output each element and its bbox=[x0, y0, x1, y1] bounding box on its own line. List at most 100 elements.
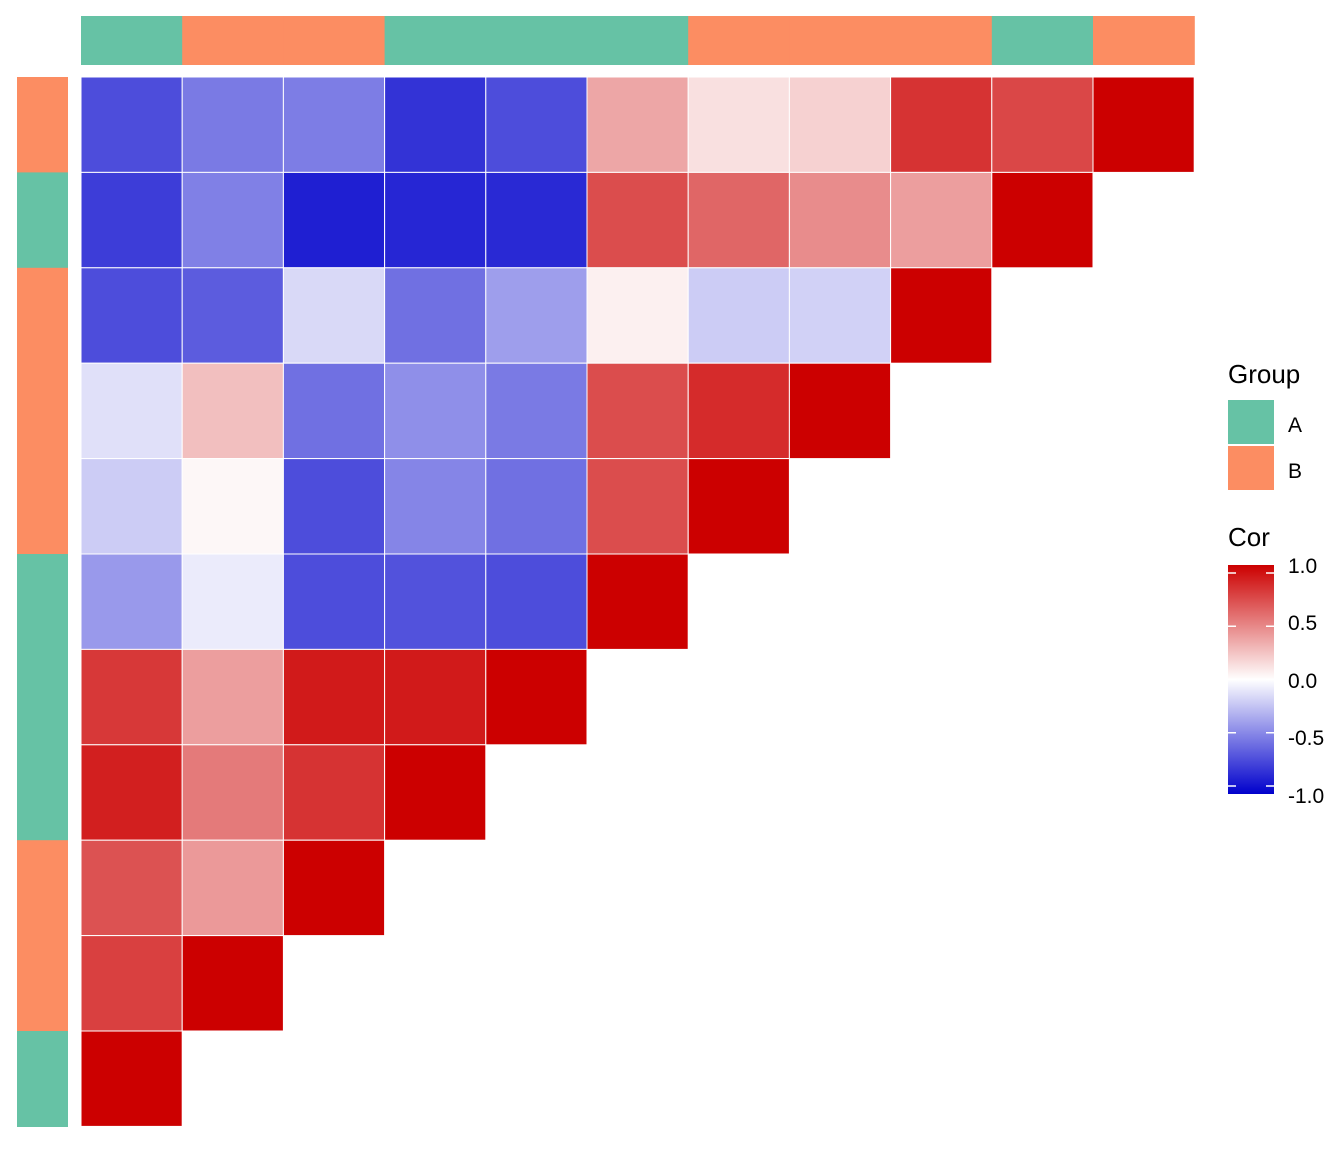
left-annotation-cell bbox=[17, 1031, 68, 1127]
cor-tick-label-0: 0.0 bbox=[1288, 670, 1317, 693]
left-annotation-cell bbox=[17, 172, 68, 269]
heatmap-cell bbox=[80, 935, 183, 1032]
heatmap-cell bbox=[687, 171, 790, 269]
heatmap-cell bbox=[80, 1030, 183, 1127]
heatmap-cell bbox=[890, 171, 993, 269]
heatmap-cell bbox=[282, 744, 386, 841]
group-legend-title: Group bbox=[1228, 359, 1300, 389]
heatmap-cell bbox=[80, 362, 183, 460]
heatmap-cell bbox=[282, 362, 386, 460]
heatmap-cells bbox=[80, 76, 1195, 1127]
top-annotation-cell bbox=[81, 16, 183, 65]
heatmap-cell bbox=[890, 267, 993, 364]
heatmap-cell bbox=[485, 458, 588, 555]
heatmap-cell bbox=[282, 267, 386, 364]
legend: Group A B Cor 1.0 0.5 0.0 -0.5 -1.0 bbox=[1228, 359, 1324, 808]
cor-tick-label-neg-1: -1.0 bbox=[1288, 785, 1324, 808]
left-group-annotation bbox=[17, 77, 68, 1127]
heatmap-cell bbox=[384, 744, 487, 841]
left-annotation-cell bbox=[17, 458, 68, 555]
heatmap-cell bbox=[181, 839, 284, 937]
heatmap-cell bbox=[991, 171, 1094, 269]
heatmap-cell bbox=[181, 171, 284, 269]
heatmap-cell bbox=[485, 648, 588, 746]
heatmap-cell bbox=[80, 458, 183, 555]
heatmap-cell bbox=[586, 458, 689, 555]
heatmap-cell bbox=[384, 171, 487, 269]
left-annotation-cell bbox=[17, 363, 68, 460]
heatmap-cell bbox=[80, 76, 183, 173]
top-annotation-cell bbox=[789, 16, 892, 65]
heatmap-cell bbox=[181, 744, 284, 841]
top-annotation-cell bbox=[182, 16, 284, 65]
heatmap-cell bbox=[282, 458, 386, 555]
heatmap-cell bbox=[181, 76, 284, 173]
top-annotation-cell bbox=[890, 16, 993, 65]
left-annotation-cell bbox=[17, 267, 68, 364]
heatmap-cell bbox=[687, 362, 790, 460]
heatmap-cell bbox=[181, 935, 284, 1032]
heatmap-cell bbox=[586, 267, 689, 364]
top-group-annotation bbox=[81, 16, 1195, 65]
heatmap-cell bbox=[485, 553, 588, 650]
heatmap-cell bbox=[586, 362, 689, 460]
group-legend-swatch-a bbox=[1228, 400, 1274, 444]
heatmap-cell bbox=[80, 744, 183, 841]
heatmap-cell bbox=[485, 171, 588, 269]
heatmap-cell bbox=[485, 362, 588, 460]
heatmap-cell bbox=[788, 76, 892, 173]
heatmap-cell bbox=[687, 267, 790, 364]
heatmap-cell bbox=[282, 553, 386, 650]
heatmap-cell bbox=[384, 267, 487, 364]
top-annotation-cell bbox=[688, 16, 790, 65]
group-legend-label-a: A bbox=[1288, 414, 1302, 437]
heatmap-cell bbox=[384, 458, 487, 555]
heatmap-cell bbox=[282, 171, 386, 269]
heatmap-cell bbox=[586, 553, 689, 650]
heatmap-cell bbox=[80, 171, 183, 269]
heatmap-cell bbox=[687, 76, 790, 173]
heatmap-cell bbox=[788, 171, 892, 269]
left-annotation-cell bbox=[17, 840, 68, 937]
heatmap-cell bbox=[80, 267, 183, 364]
left-annotation-cell bbox=[17, 935, 68, 1032]
group-legend-label-b: B bbox=[1288, 460, 1302, 483]
left-annotation-cell bbox=[17, 77, 68, 173]
heatmap-cell bbox=[485, 76, 588, 173]
cor-tick-label-0-5: 0.5 bbox=[1288, 612, 1317, 635]
top-annotation-cell bbox=[485, 16, 588, 65]
left-annotation-cell bbox=[17, 744, 68, 841]
left-annotation-cell bbox=[17, 554, 68, 650]
cor-tick-label-neg-0-5: -0.5 bbox=[1288, 727, 1324, 750]
heatmap-cell bbox=[80, 839, 183, 937]
cor-colorbar-ticks bbox=[1228, 572, 1274, 787]
heatmap-cell bbox=[282, 839, 386, 937]
heatmap-cell bbox=[384, 76, 487, 173]
heatmap-cell bbox=[181, 458, 284, 555]
heatmap-cell bbox=[1092, 76, 1195, 173]
heatmap-cell bbox=[80, 648, 183, 746]
heatmap-cell bbox=[384, 362, 487, 460]
heatmap-cell bbox=[788, 267, 892, 364]
top-annotation-cell bbox=[283, 16, 386, 65]
heatmap-cell bbox=[181, 553, 284, 650]
heatmap-cell bbox=[181, 362, 284, 460]
heatmap-cell bbox=[80, 553, 183, 650]
heatmap-cell bbox=[282, 76, 386, 173]
left-annotation-cell bbox=[17, 649, 68, 746]
top-annotation-cell bbox=[384, 16, 487, 65]
heatmap-cell bbox=[991, 76, 1094, 173]
heatmap-cell bbox=[384, 648, 487, 746]
top-annotation-cell bbox=[587, 16, 689, 65]
heatmap-cell bbox=[485, 267, 588, 364]
heatmap-cell bbox=[282, 648, 386, 746]
heatmap-cell bbox=[181, 267, 284, 364]
cor-tick-label-1: 1.0 bbox=[1288, 555, 1317, 578]
heatmap-cell bbox=[788, 362, 892, 460]
heatmap-cell bbox=[586, 76, 689, 173]
heatmap-cell bbox=[890, 76, 993, 173]
group-legend-swatch-b bbox=[1228, 446, 1274, 490]
heatmap-cell bbox=[181, 648, 284, 746]
top-annotation-cell bbox=[991, 16, 1094, 65]
